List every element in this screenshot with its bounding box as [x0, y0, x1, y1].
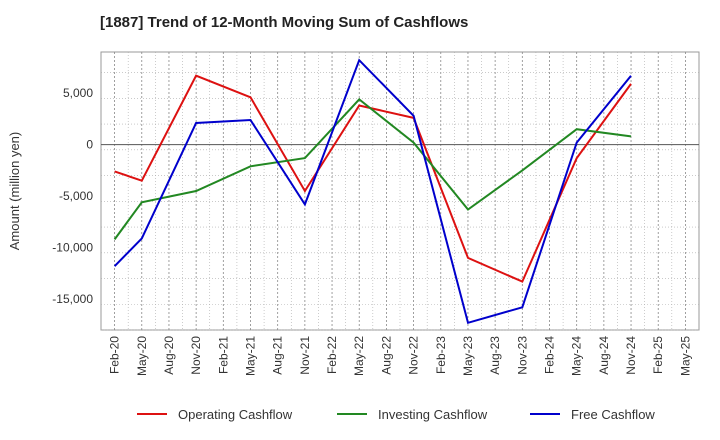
- legend-label: Operating Cashflow: [178, 407, 293, 422]
- x-tick-label: Aug-24: [597, 336, 611, 375]
- series-line: [114, 74, 632, 283]
- axes: 5,000 0 -5,000 -10,000 -15,000 Feb-20 May-20 Au…: [7, 86, 692, 376]
- x-tick-label: May-22: [352, 336, 366, 376]
- x-tick-label: Aug-23: [488, 336, 502, 375]
- y-tick-label: 5,000: [63, 86, 93, 100]
- x-tick-label: Nov-24: [624, 336, 638, 375]
- grid: [100, 51, 700, 331]
- x-tick-label: Aug-21: [271, 336, 285, 375]
- x-tick-label: May-20: [135, 336, 149, 376]
- legend-label: Free Cashflow: [571, 407, 655, 422]
- series-line: [113, 98, 632, 240]
- series-lines: [113, 58, 632, 325]
- x-tick-label: Aug-22: [379, 336, 393, 375]
- x-tick-label: Nov-21: [298, 336, 312, 375]
- x-tick-label: May-24: [570, 336, 584, 376]
- x-tick-label: Aug-20: [162, 336, 176, 375]
- x-tick-label: Feb-22: [325, 336, 339, 374]
- x-tick-label: May-23: [461, 336, 475, 376]
- y-tick-label: -10,000: [52, 241, 93, 255]
- y-tick-label: -15,000: [52, 292, 93, 306]
- x-tick-label: Feb-24: [543, 336, 557, 374]
- x-tick-label: Feb-25: [651, 336, 665, 374]
- x-tick-label: May-25: [678, 336, 692, 376]
- x-tick-label: May-21: [244, 336, 258, 376]
- x-tick-label: Nov-22: [407, 336, 421, 375]
- legend-label: Investing Cashflow: [378, 407, 488, 422]
- x-tick-label: Nov-20: [189, 336, 203, 375]
- x-tick-label: Feb-20: [108, 336, 122, 374]
- chart-title: [1887] Trend of 12-Month Moving Sum of C…: [100, 14, 469, 31]
- y-axis-label: Amount (million yen): [7, 132, 22, 251]
- x-tick-label: Nov-23: [515, 336, 529, 375]
- legend: Operating Cashflow Investing Cashflow Free…: [137, 407, 655, 422]
- y-tick-label: -5,000: [59, 189, 93, 203]
- series-line: [113, 58, 632, 325]
- y-tick-label: 0: [86, 138, 93, 152]
- x-tick-label: Feb-23: [434, 336, 448, 374]
- x-tick-label: Feb-21: [216, 336, 230, 374]
